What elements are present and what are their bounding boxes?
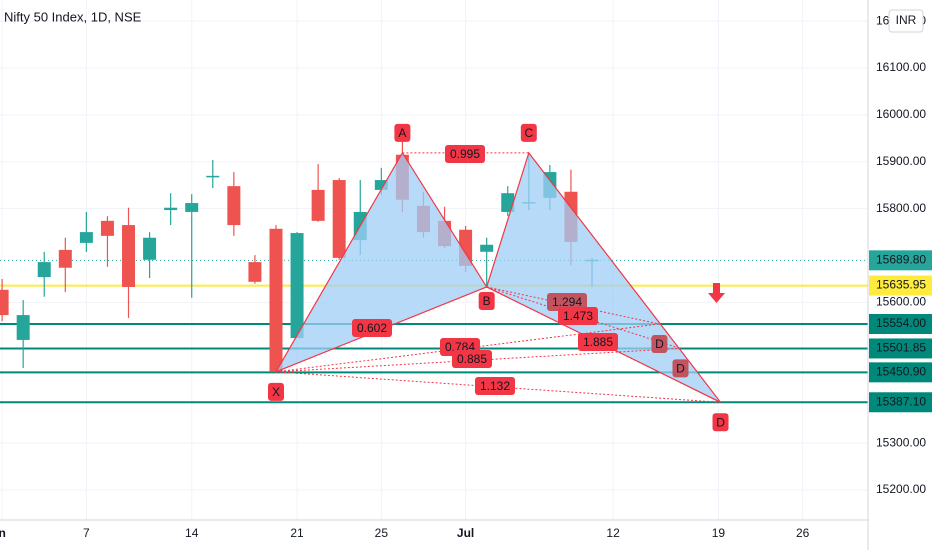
pattern-ratio-label-box [558,307,598,325]
pattern-point-label: X [272,385,280,399]
pattern-ratio-label-box [475,377,515,395]
pattern-ratio-label: 0.602 [357,321,387,335]
pattern-point-label-box [712,413,729,432]
pattern-ratio-line [275,347,681,373]
candle-body [0,289,9,316]
x-tick-label: 14 [185,526,199,540]
x-tick-label: 7 [83,526,90,540]
x-tick-label: 25 [375,526,389,540]
pattern-point-label: D [676,362,685,376]
x-tick-label: 19 [712,526,726,540]
candle-body [100,220,114,236]
y-tick-label: 16100.00 [876,60,926,74]
pattern-ratio-label: 1.294 [552,295,582,309]
candle-body [269,228,283,372]
candle-body [143,237,157,260]
candle-body [480,244,494,252]
x-tick-label: 26 [796,526,810,540]
pattern-ratio-label-box [445,145,485,163]
candle-body [311,189,325,221]
candle-body [206,175,220,178]
price-label-box [869,392,932,413]
pattern-point-label-box [267,382,284,401]
candle-body [227,186,241,226]
chart-title: Nifty 50 Index, 1D, NSE [4,9,142,24]
pattern-point-label-box [520,123,537,142]
pattern-ratio-label-box [452,350,492,368]
price-label-box [869,275,932,296]
pattern-point-label: D [655,337,664,351]
price-label: 15554.00 [876,316,926,330]
price-label: 15501.85 [876,341,926,355]
pattern-point-label-box [394,123,411,142]
candle-body [501,193,515,212]
candle-body [58,249,72,268]
candle-body [185,203,199,212]
pattern-point-label-box [478,291,495,310]
pattern-point-label-box [651,335,668,354]
candle-body [374,180,388,190]
candle-body [332,180,346,258]
price-label: 15689.80 [876,253,926,267]
pattern-ratio-label: 1.473 [563,309,593,323]
candle-body [290,233,304,339]
y-tick-label: 15900.00 [876,154,926,168]
x-tick-label: Jul [457,526,474,540]
y-tick-label: 15300.00 [876,435,926,449]
x-tick-label: n [0,526,6,540]
x-tick-label: 12 [606,526,620,540]
price-label-box [869,314,932,335]
candle-body [37,262,51,278]
y-tick-label: 16000.00 [876,107,926,121]
pattern-point-label: A [398,126,406,140]
y-tick-label: 15800.00 [876,201,926,215]
pattern-ratio-label-box [352,319,392,337]
price-label-box [869,338,932,359]
currency-label[interactable]: INR [896,13,917,27]
x-tick-label: 21 [290,526,304,540]
pattern-ratio-label-box [578,333,618,351]
price-label: 15387.10 [876,394,926,408]
pattern-point-label: C [524,126,533,140]
down-arrow-icon [708,283,725,303]
candle-body [248,262,262,282]
pattern-ratio-line [486,286,721,403]
pattern-point-label: D [716,415,725,429]
pattern-ratio-label: 0.885 [457,352,487,366]
pattern-ratio-label-box [547,293,587,311]
pattern-ratio-label: 1.885 [583,335,613,349]
candle-body [164,207,178,211]
y-tick-label: 15600.00 [876,295,926,309]
pattern-point-label: B [483,294,491,308]
pattern-ratio-label: 0.995 [450,147,480,161]
y-tick-label: 15200.00 [876,482,926,496]
price-label: 15635.95 [876,278,926,292]
price-label: 15450.90 [876,365,926,379]
candle-body [122,225,136,287]
currency-button[interactable] [888,9,924,33]
candle-body [16,315,30,340]
price-label-box [869,250,932,271]
pattern-point-label-box [672,359,689,378]
price-label-box [869,362,932,383]
candle-body [79,232,93,243]
pattern-ratio-label: 1.132 [480,379,510,393]
